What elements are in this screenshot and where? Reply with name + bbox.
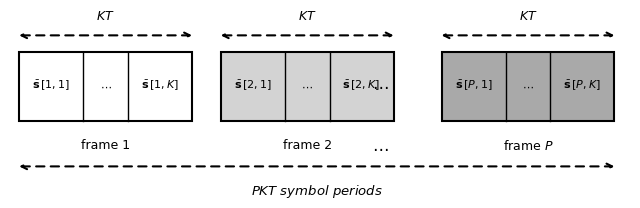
Text: $\bar{\mathbf{s}}\,[P,1]$: $\bar{\mathbf{s}}\,[P,1]$ [454, 79, 492, 93]
Text: $PKT$ symbol periods: $PKT$ symbol periods [251, 183, 383, 200]
Text: $KT$: $KT$ [96, 10, 115, 23]
Text: $\cdots$: $\cdots$ [522, 81, 534, 91]
Text: $\cdots$: $\cdots$ [372, 77, 389, 95]
Text: $\bar{\mathbf{s}}\,[2,K]$: $\bar{\mathbf{s}}\,[2,K]$ [342, 79, 381, 93]
Text: $\cdots$: $\cdots$ [301, 81, 313, 91]
Text: $\bar{\mathbf{s}}\,[1,1]$: $\bar{\mathbf{s}}\,[1,1]$ [32, 79, 70, 93]
Bar [442, 52, 614, 121]
Text: $\bar{\mathbf{s}}\,[P,K]$: $\bar{\mathbf{s}}\,[P,K]$ [563, 79, 602, 93]
Text: frame $P$: frame $P$ [503, 139, 553, 153]
Text: $\cdots$: $\cdots$ [372, 139, 389, 157]
Bar [19, 52, 192, 121]
Text: $\bar{\mathbf{s}}\,[1,K]$: $\bar{\mathbf{s}}\,[1,K]$ [141, 79, 179, 93]
Bar [221, 52, 394, 121]
Text: frame 2: frame 2 [283, 139, 332, 152]
Text: $\bar{\mathbf{s}}\,[2,1]$: $\bar{\mathbf{s}}\,[2,1]$ [234, 79, 272, 93]
Text: $KT$: $KT$ [518, 10, 538, 23]
Text: $KT$: $KT$ [298, 10, 317, 23]
Text: frame 1: frame 1 [81, 139, 130, 152]
Text: $\cdots$: $\cdots$ [100, 81, 111, 91]
